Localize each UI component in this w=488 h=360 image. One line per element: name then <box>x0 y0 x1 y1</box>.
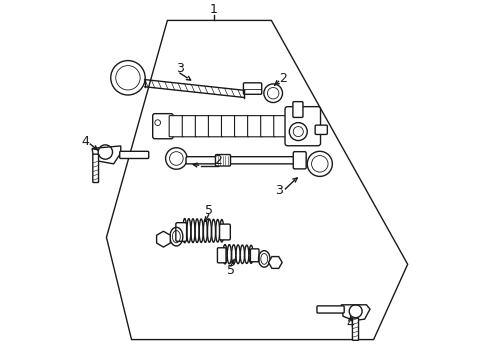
FancyBboxPatch shape <box>247 116 262 137</box>
Polygon shape <box>156 231 170 247</box>
FancyBboxPatch shape <box>195 116 209 137</box>
FancyBboxPatch shape <box>314 125 326 134</box>
FancyBboxPatch shape <box>169 116 183 137</box>
FancyBboxPatch shape <box>152 114 173 139</box>
Text: 2: 2 <box>279 72 286 85</box>
Text: 3: 3 <box>176 62 183 75</box>
FancyBboxPatch shape <box>221 116 236 137</box>
Polygon shape <box>341 305 369 320</box>
FancyBboxPatch shape <box>352 318 358 340</box>
FancyBboxPatch shape <box>234 116 248 137</box>
Text: 5: 5 <box>204 204 212 217</box>
FancyBboxPatch shape <box>185 157 295 164</box>
Polygon shape <box>92 146 121 164</box>
FancyBboxPatch shape <box>182 116 196 137</box>
Polygon shape <box>268 257 282 269</box>
FancyBboxPatch shape <box>215 154 230 166</box>
Text: 3: 3 <box>274 184 282 197</box>
Text: 5: 5 <box>226 264 234 277</box>
FancyBboxPatch shape <box>250 249 259 262</box>
FancyBboxPatch shape <box>208 116 223 137</box>
FancyBboxPatch shape <box>285 107 320 146</box>
Text: 4: 4 <box>81 135 89 148</box>
FancyBboxPatch shape <box>176 223 186 241</box>
FancyBboxPatch shape <box>93 154 99 183</box>
FancyBboxPatch shape <box>316 306 344 313</box>
Text: 4: 4 <box>346 317 354 330</box>
FancyBboxPatch shape <box>292 102 303 117</box>
FancyBboxPatch shape <box>260 116 275 137</box>
FancyBboxPatch shape <box>219 224 230 240</box>
FancyBboxPatch shape <box>120 151 148 158</box>
Text: 1: 1 <box>210 3 218 16</box>
FancyBboxPatch shape <box>293 152 305 169</box>
FancyBboxPatch shape <box>217 248 225 263</box>
Text: 2: 2 <box>214 154 222 167</box>
FancyBboxPatch shape <box>273 116 287 137</box>
FancyBboxPatch shape <box>243 83 261 94</box>
